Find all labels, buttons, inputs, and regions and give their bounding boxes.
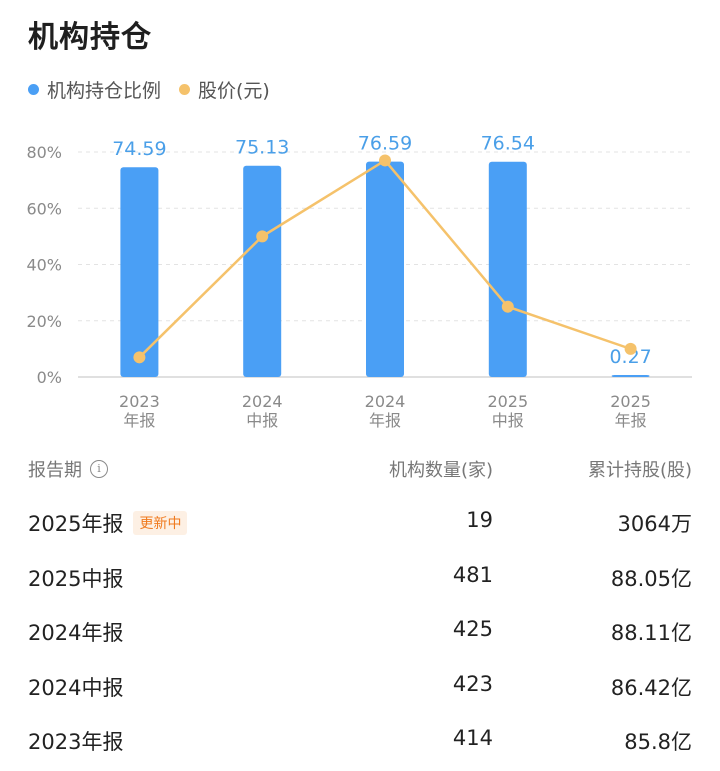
x-tick-label-year: 2023 — [119, 392, 160, 411]
header-holding: 累计持股(股) — [587, 460, 692, 481]
row-period-cell: 2025中报 — [28, 563, 123, 593]
y-tick-label: 0% — [37, 368, 62, 387]
row-count: 414 — [452, 726, 493, 750]
legend-item-stock-price[interactable]: 股价(元) — [179, 76, 270, 103]
table-row[interactable]: 2024年报 425 88.11亿 — [0, 603, 720, 658]
row-period: 2024年报 — [28, 621, 124, 645]
bar-value-label: 76.59 — [358, 133, 412, 155]
row-period-cell: 2024年报 — [28, 617, 123, 647]
legend-label-holding-ratio: 机构持仓比例 — [47, 80, 162, 102]
legend-dot-holding-ratio — [28, 84, 39, 95]
table-row[interactable]: 2025中报 481 88.05亿 — [0, 549, 720, 604]
x-tick-label-period: 年报 — [123, 411, 155, 430]
bar-value-label: 75.13 — [235, 137, 289, 159]
x-tick-label-year: 2025 — [610, 392, 651, 411]
legend-dot-stock-price — [179, 84, 191, 95]
row-count: 19 — [466, 508, 493, 532]
price-point — [379, 154, 391, 167]
price-point — [256, 230, 269, 243]
row-count: 481 — [452, 562, 493, 587]
row-holding: 85.8亿 — [624, 730, 692, 754]
table-row[interactable]: 2024中报 423 86.42亿 — [0, 658, 720, 713]
row-count: 425 — [452, 617, 493, 641]
info-icon[interactable]: i — [90, 460, 108, 478]
price-point — [133, 351, 146, 364]
price-point — [501, 300, 514, 313]
x-tick-label-year: 2025 — [487, 392, 528, 411]
y-tick-label: 80% — [26, 143, 62, 162]
table-row[interactable]: 2025年报 更新中 19 3064万 — [0, 494, 720, 549]
row-period: 2024中报 — [28, 675, 124, 700]
bar-value-label: 74.59 — [112, 138, 166, 160]
legend-item-holding-ratio[interactable]: 机构持仓比例 — [28, 76, 161, 103]
x-tick-label-year: 2024 — [242, 392, 283, 411]
row-period-cell: 2025年报 更新中 — [28, 508, 188, 538]
x-tick-label-period: 中报 — [246, 411, 278, 430]
chart-legend: 机构持仓比例 股价(元) — [28, 76, 288, 103]
bar — [611, 375, 650, 377]
y-tick-label: 20% — [26, 312, 62, 331]
bar — [243, 165, 282, 377]
holding-chart: 0% 20% 40% 60% 80% 74.59 75.13 76.59 76.54 0.27 20… — [26, 133, 692, 430]
bar-value-label: 0.27 — [609, 346, 651, 368]
bar — [366, 161, 404, 377]
table-header: 报告期 i 机构数量(家) 累计持股(股) — [0, 452, 720, 486]
x-tick-label-period: 中报 — [492, 411, 524, 430]
row-holding: 3064万 — [617, 512, 692, 536]
row-period: 2025年报 — [28, 512, 124, 536]
table-row[interactable]: 2023年报 414 85.8亿 — [0, 712, 720, 767]
bar — [488, 161, 527, 377]
header-period: 报告期 i — [28, 456, 108, 482]
legend-label-stock-price: 股价(元) — [198, 80, 270, 102]
header-period-label: 报告期 — [28, 460, 82, 481]
y-tick-label: 60% — [26, 199, 62, 218]
row-holding: 88.05亿 — [610, 566, 692, 591]
x-tick-label-period: 年报 — [369, 411, 401, 430]
header-count: 机构数量(家) — [388, 460, 493, 481]
row-holding: 86.42亿 — [610, 675, 692, 700]
row-count: 423 — [452, 671, 493, 696]
row-holding: 88.11亿 — [610, 621, 692, 645]
holding-table: 2025年报 更新中 19 3064万 2025中报 481 88.05亿 20… — [0, 494, 720, 767]
row-period-cell: 2024中报 — [28, 672, 123, 702]
row-period: 2023年报 — [28, 730, 124, 754]
x-tick-label-period: 年报 — [615, 411, 647, 430]
row-period: 2025中报 — [28, 566, 124, 591]
bar — [120, 167, 159, 377]
bar-value-label: 76.54 — [481, 133, 535, 155]
x-tick-label-year: 2024 — [365, 392, 406, 411]
status-badge: 更新中 — [133, 511, 188, 535]
page-title: 机构持仓 — [28, 20, 152, 55]
row-period-cell: 2023年报 — [28, 726, 123, 756]
price-point — [624, 342, 637, 355]
y-tick-label: 40% — [26, 256, 62, 275]
